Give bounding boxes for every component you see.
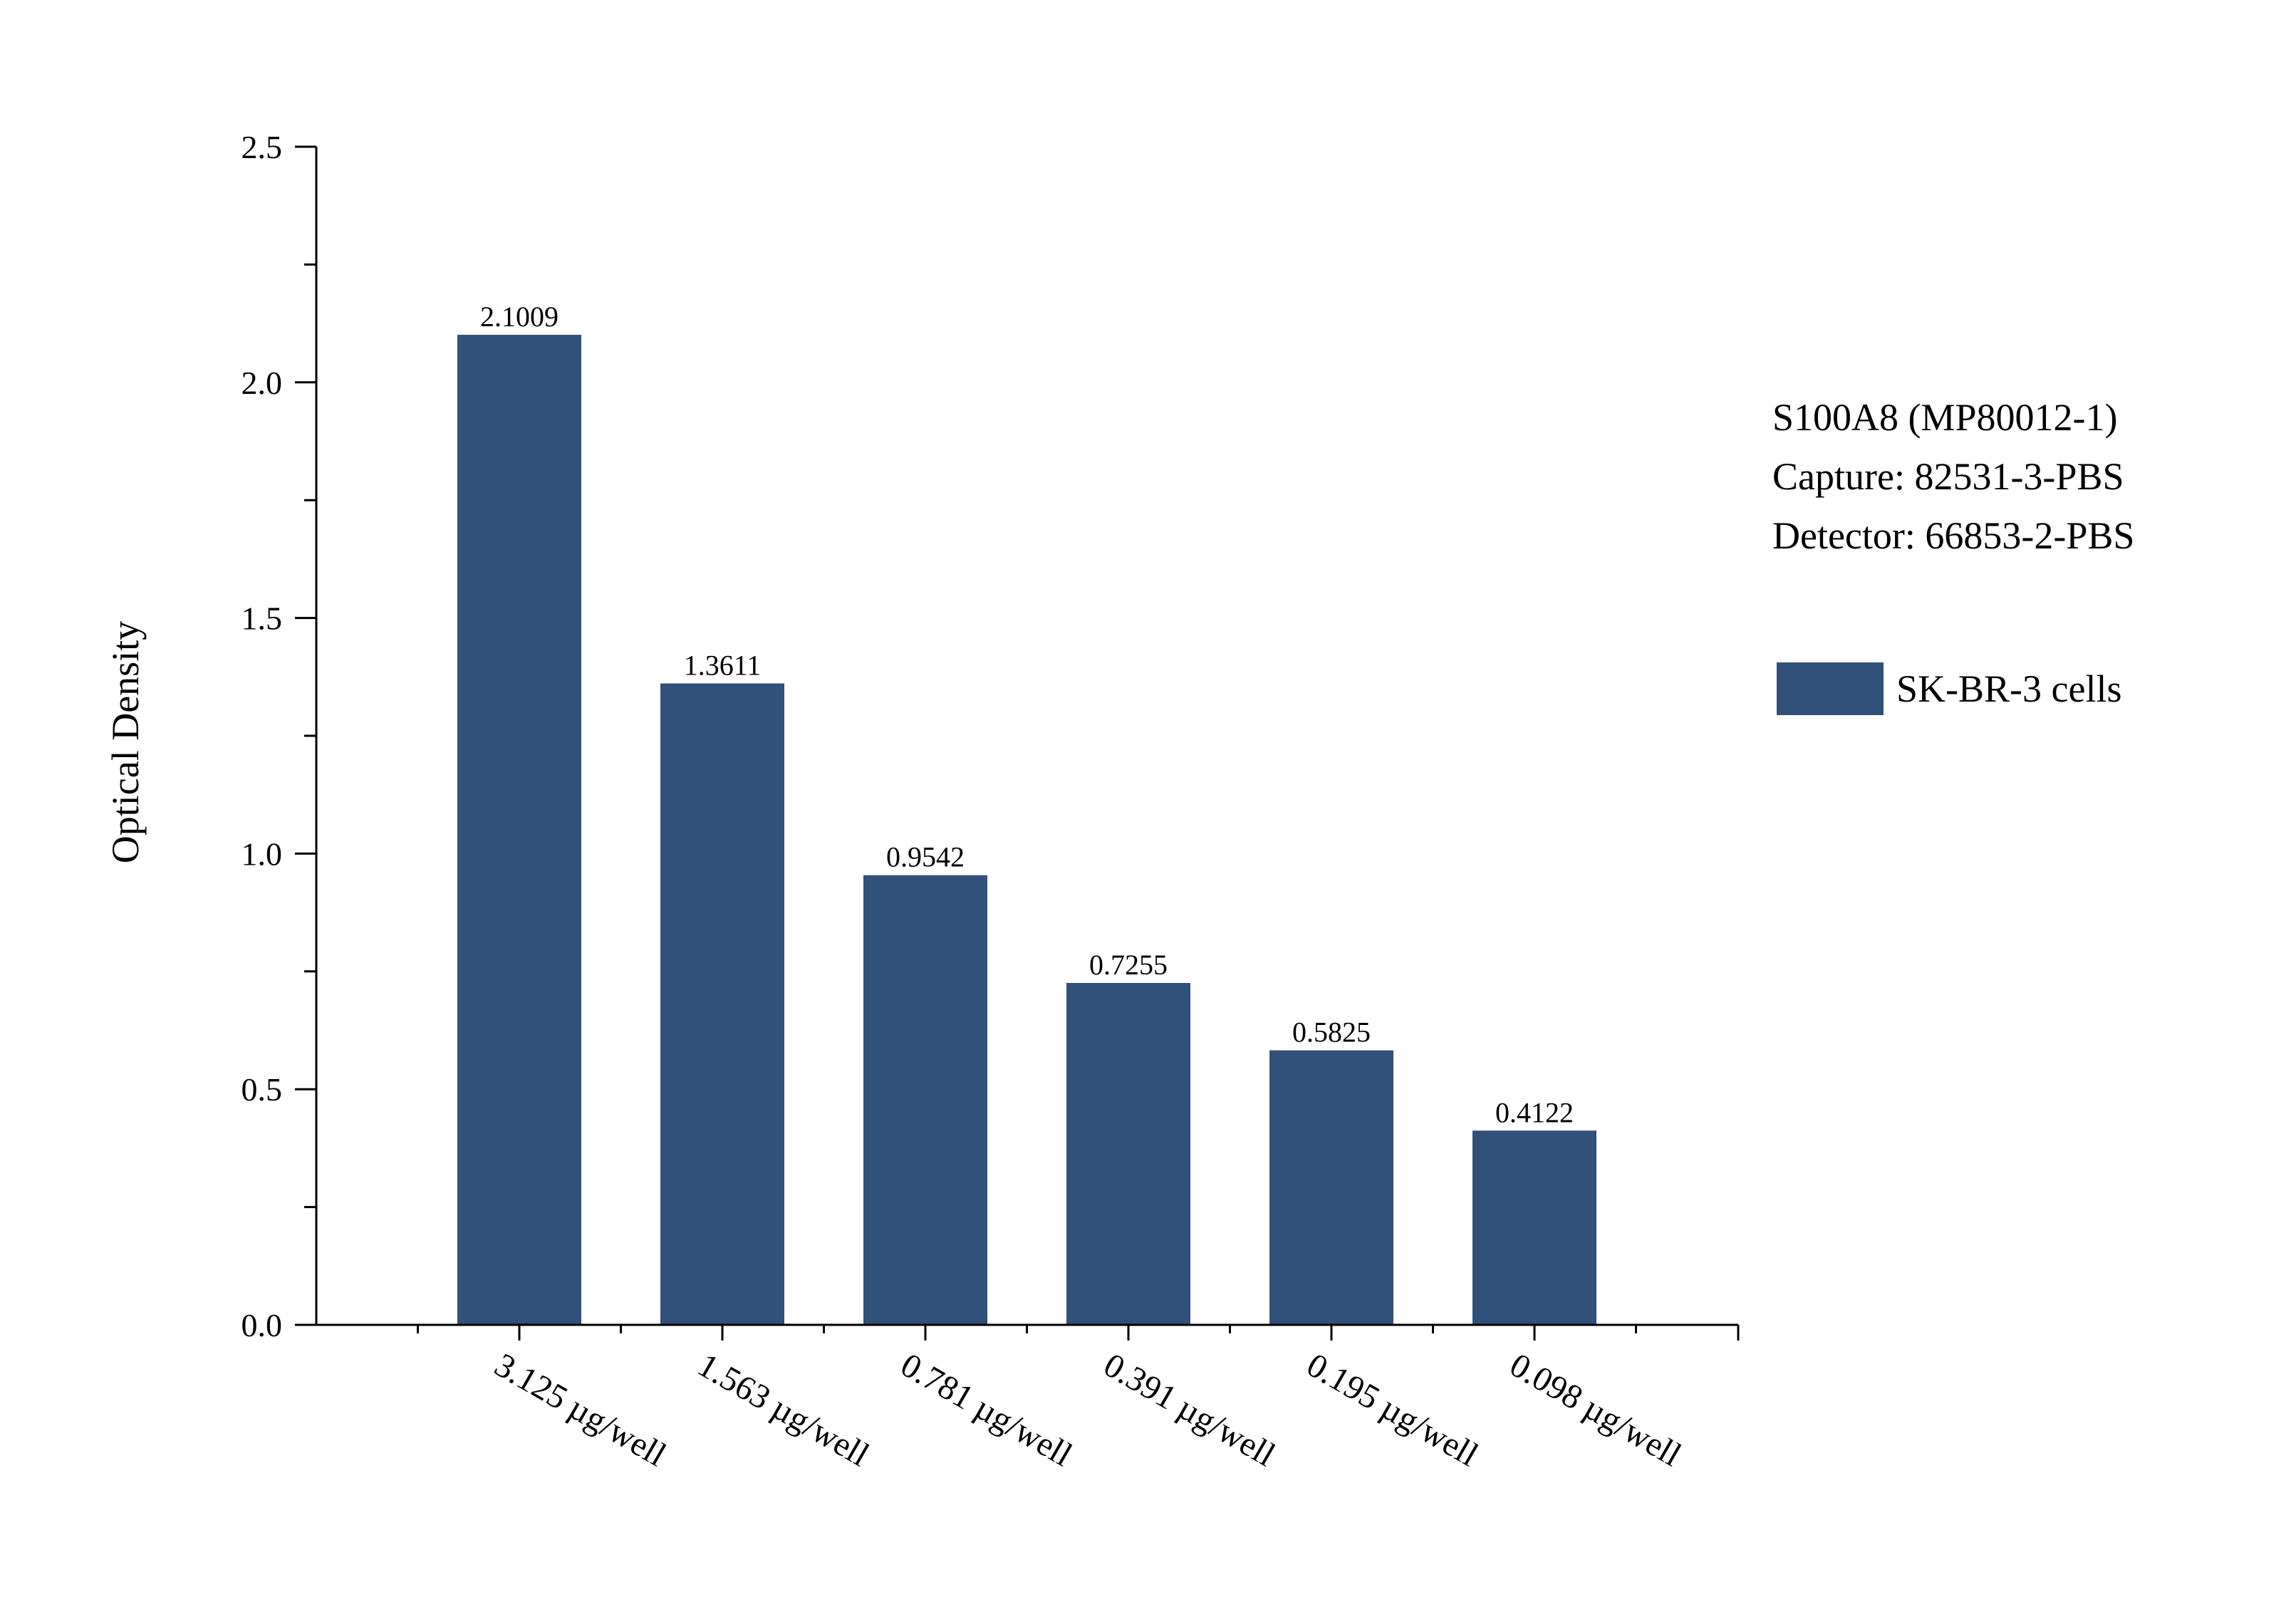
legend-swatch <box>1777 662 1884 715</box>
legend-label: SK-BR-3 cells <box>1896 667 2122 710</box>
bar <box>457 335 581 1325</box>
y-ticks-group: 0.0 0.5 1.0 1.5 2.0 2.5 <box>241 129 316 1343</box>
data-labels-group: 2.1009 1.3611 0.9542 0.7255 0.5825 0.4122 <box>480 301 1574 1128</box>
x-tick-label: 0.781 µg/well <box>895 1346 1079 1474</box>
data-label: 2.1009 <box>480 301 559 333</box>
x-tick-label: 0.098 µg/well <box>1504 1346 1688 1474</box>
x-tick-label: 0.391 µg/well <box>1098 1346 1282 1474</box>
y-tick-label: 2.0 <box>241 365 283 401</box>
legend: SK-BR-3 cells <box>1777 662 2122 715</box>
x-tick-label: 0.195 µg/well <box>1301 1346 1485 1474</box>
annotation-line: Capture: 82531-3-PBS <box>1772 455 2124 498</box>
bar <box>660 683 784 1325</box>
y-axis-title: Optical Density <box>104 621 147 863</box>
data-label: 0.5825 <box>1292 1016 1371 1048</box>
x-ticks-group: 3.125 µg/well 1.563 µg/well 0.781 µg/well 0… <box>417 1325 1688 1474</box>
annotation-line: Detector: 66853-2-PBS <box>1772 514 2134 557</box>
data-label: 1.3611 <box>684 649 762 681</box>
data-label: 0.9542 <box>886 841 965 873</box>
data-label: 0.7255 <box>1089 949 1168 981</box>
y-tick-label: 1.0 <box>241 836 283 872</box>
bar <box>1472 1130 1596 1325</box>
y-tick-label: 0.0 <box>241 1307 283 1343</box>
data-label: 0.4122 <box>1495 1096 1574 1128</box>
bar <box>1269 1050 1393 1325</box>
bar <box>1066 983 1190 1325</box>
y-tick-label: 1.5 <box>241 600 283 637</box>
annotations-group: S100A8 (MP80012-1) Capture: 82531-3-PBS De… <box>1772 396 2134 557</box>
bars-group <box>457 335 1596 1325</box>
x-tick-label: 1.563 µg/well <box>692 1346 876 1474</box>
x-tick-label: 3.125 µg/well <box>489 1346 672 1474</box>
y-tick-label: 2.5 <box>241 129 283 165</box>
annotation-line: S100A8 (MP80012-1) <box>1772 396 2118 439</box>
y-tick-label: 0.5 <box>241 1071 283 1108</box>
bar <box>863 875 987 1325</box>
